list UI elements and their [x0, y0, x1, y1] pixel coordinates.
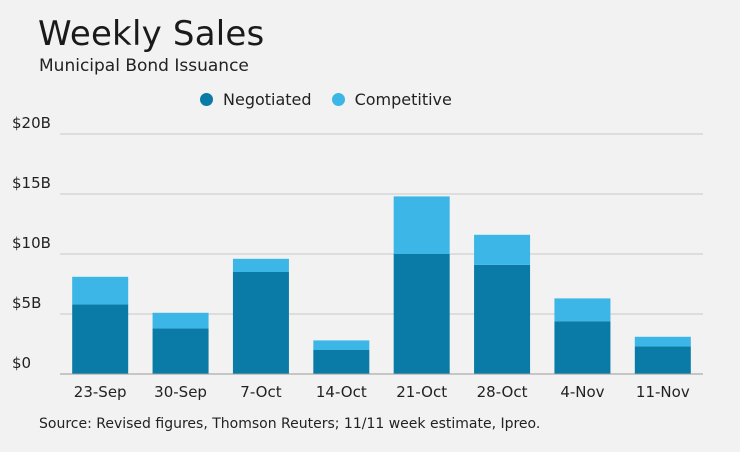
legend-item-competitive: Competitive — [331, 90, 452, 109]
legend-swatch-negotiated — [200, 93, 213, 106]
bar-negotiated — [232, 272, 289, 374]
y-tick-label: $20B — [12, 114, 51, 132]
bar-competitive — [393, 196, 450, 254]
x-tick-label: 21-Oct — [396, 383, 447, 401]
x-tick-label: 7-Oct — [240, 383, 281, 401]
chart-title: Weekly Sales — [38, 14, 265, 54]
source-note: Source: Revised figures, Thomson Reuters… — [39, 416, 541, 432]
x-tick-label: 28-Oct — [477, 383, 528, 401]
y-tick-label: $10B — [12, 234, 51, 252]
y-tick-label: $5B — [12, 294, 41, 312]
bar-competitive — [152, 312, 209, 329]
x-tick-label: 30-Sep — [154, 383, 207, 401]
bar-negotiated — [152, 328, 209, 374]
bar-negotiated — [474, 264, 531, 374]
legend-swatch-competitive — [331, 93, 345, 106]
bar-negotiated — [554, 321, 611, 374]
x-tick-label: 23-Sep — [74, 383, 127, 401]
bar-negotiated — [313, 350, 370, 374]
legend: Negotiated Competitive — [200, 90, 472, 109]
x-tick-label: 11-Nov — [636, 383, 690, 401]
bar-negotiated — [634, 346, 691, 374]
y-tick-label: $15B — [12, 174, 51, 192]
chart-subtitle: Municipal Bond Issuance — [39, 56, 249, 76]
bar-competitive — [72, 276, 129, 305]
x-tick-label: 4-Nov — [560, 383, 604, 401]
bar-competitive — [634, 336, 691, 347]
bar-competitive — [554, 298, 611, 322]
bar-negotiated — [72, 304, 129, 374]
legend-label-competitive: Competitive — [354, 90, 452, 109]
legend-label-negotiated: Negotiated — [223, 90, 312, 109]
y-tick-label: $0 — [12, 354, 31, 372]
bar-competitive — [313, 340, 370, 350]
x-tick-label: 14-Oct — [316, 383, 367, 401]
bar-competitive — [232, 258, 289, 272]
bar-negotiated — [393, 254, 450, 374]
legend-item-negotiated: Negotiated — [200, 90, 312, 109]
bar-competitive — [474, 234, 531, 265]
